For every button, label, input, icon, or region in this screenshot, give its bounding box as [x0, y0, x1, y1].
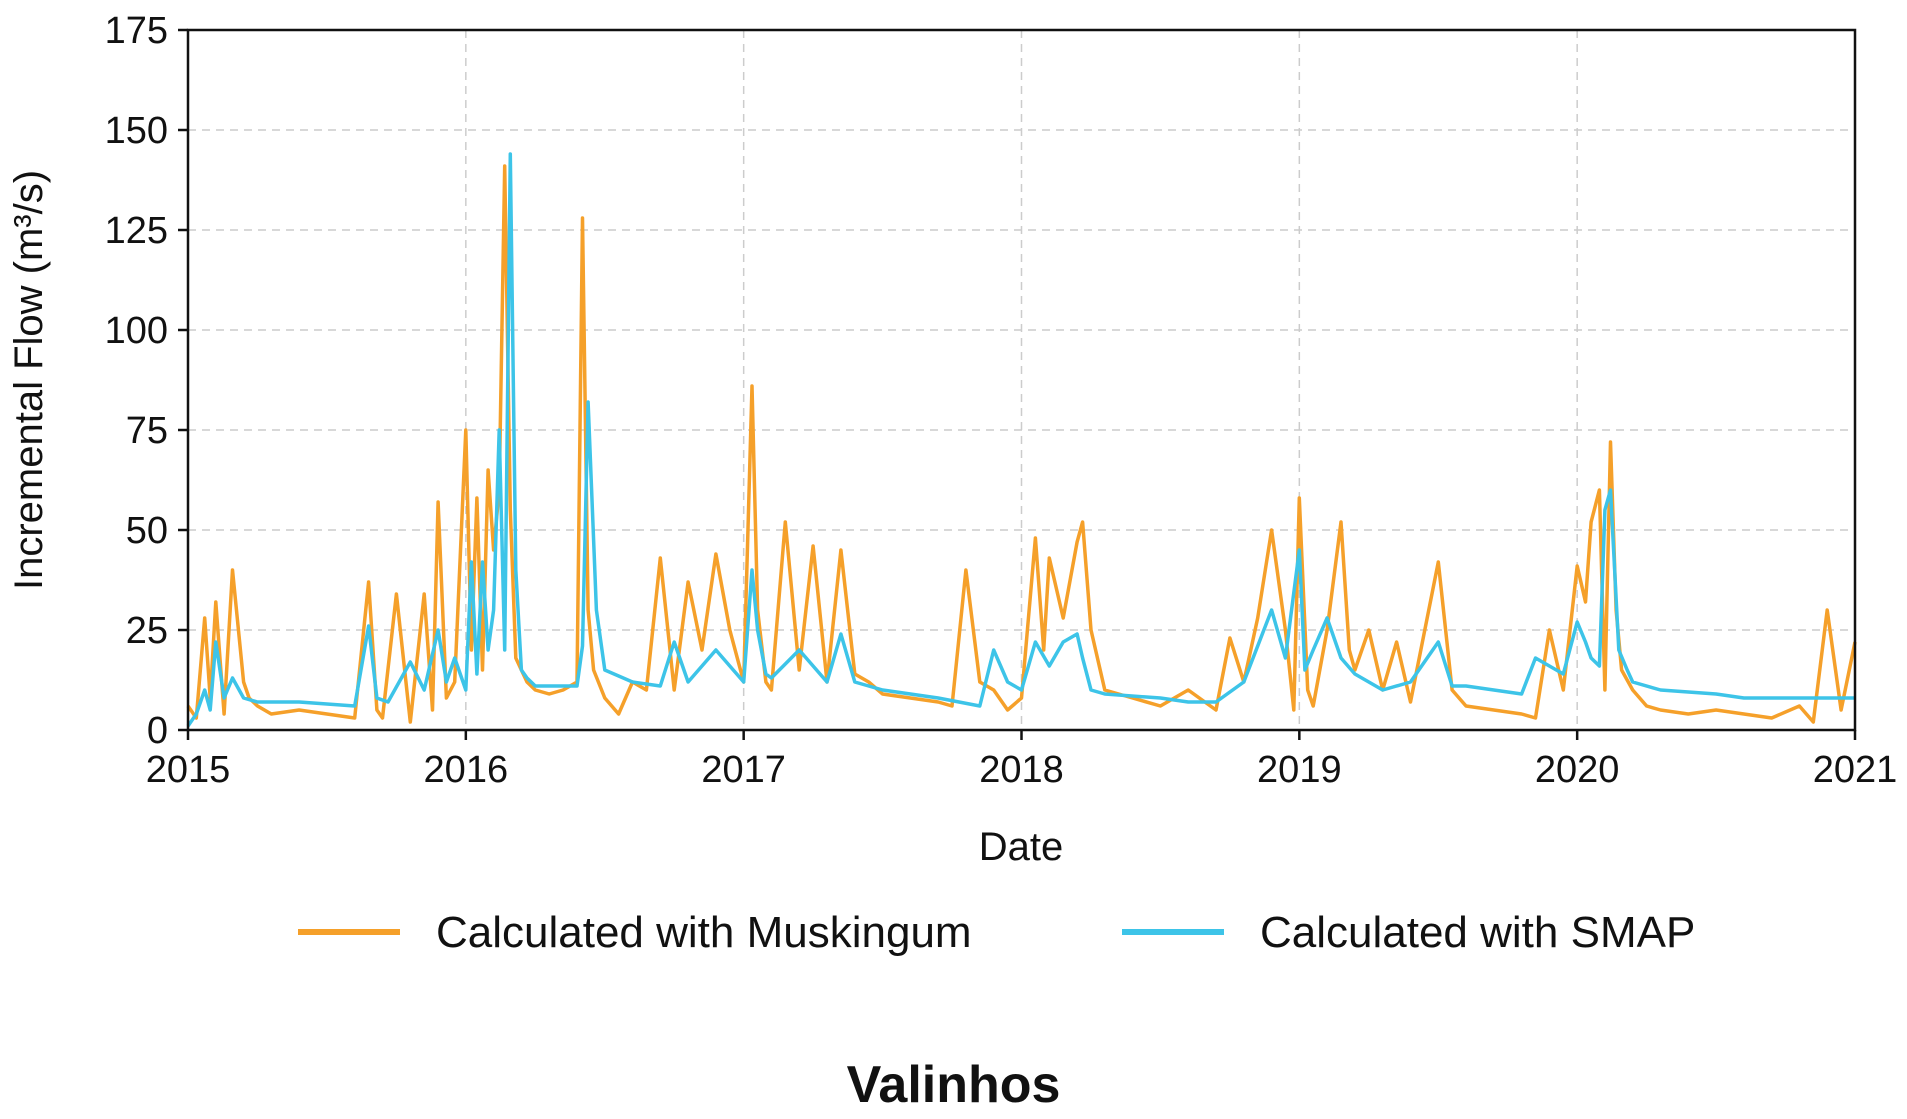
x-tick-label: 2015 [146, 749, 231, 791]
y-tick-label: 50 [126, 510, 168, 552]
x-tick-label: 2016 [424, 749, 509, 791]
series-line-muskingum [186, 164, 1857, 724]
chart: 2015 2016 2017 2018 2019 2020 2021 0 25 50 75 100 12… [7, 10, 1898, 957]
y-tick-label: 75 [126, 410, 168, 452]
series-layer [186, 152, 1857, 727]
x-tick-label: 2020 [1535, 749, 1620, 791]
y-tick-label: 125 [105, 210, 168, 252]
x-axis-title: Date [979, 825, 1064, 869]
y-tick-label: 175 [105, 10, 168, 52]
y-tick-label: 150 [105, 110, 168, 152]
x-tick-label: 2018 [979, 749, 1064, 791]
legend-label-smap: Calculated with SMAP [1260, 908, 1695, 957]
tick-layer: 2015 2016 2017 2018 2019 2020 2021 0 25 50 75 100 12… [105, 10, 1898, 791]
legend-label-muskingum: Calculated with Muskingum [436, 908, 972, 957]
figure-caption: Valinhos [846, 1056, 1061, 1114]
x-tick-label: 2021 [1813, 749, 1898, 791]
legend: Calculated with Muskingum Calculated wit… [298, 908, 1695, 957]
x-tick-label: 2019 [1257, 749, 1342, 791]
series-line-smap [186, 152, 1855, 727]
y-axis-title: Incremental Flow (m³/s) [7, 170, 51, 590]
y-tick-label: 100 [105, 310, 168, 352]
y-tick-label: 25 [126, 610, 168, 652]
gridlines [188, 30, 1855, 730]
x-tick-label: 2017 [701, 749, 786, 791]
y-tick-label: 0 [147, 710, 168, 752]
